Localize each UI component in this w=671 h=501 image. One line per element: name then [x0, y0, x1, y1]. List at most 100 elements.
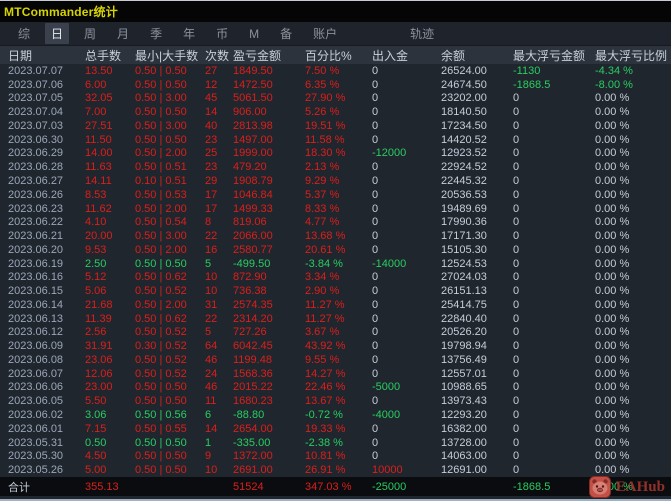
- menu-item-年[interactable]: 年: [183, 27, 196, 41]
- cell-pct: 20.61 %: [305, 243, 346, 256]
- cell-count: 1: [205, 436, 212, 449]
- table-row[interactable]: 2023.07.05 32.05 0.50 | 3.00 45 5061.50 27.90…: [0, 92, 671, 106]
- column-header-dd: 最大浮亏金额: [513, 48, 586, 63]
- cell-pnl: 736.38: [233, 285, 267, 298]
- cell-minmax: 0.50 | 0.55: [135, 422, 187, 435]
- table-row[interactable]: 2023.06.01 7.15 0.50 | 0.55 14 2654.00 19.33 …: [0, 422, 671, 436]
- table-row[interactable]: 2023.06.09 31.91 0.30 | 0.52 64 6042.45 43.92…: [0, 339, 671, 353]
- column-header-pct: 百分比%: [305, 48, 352, 63]
- cell-flow: 0: [372, 106, 379, 119]
- cell-count: 29: [205, 175, 218, 187]
- menu-item-M[interactable]: M: [249, 26, 260, 41]
- cell-pct: 13.68 %: [305, 230, 346, 243]
- table-row[interactable]: 2023.06.30 11.50 0.50 | 0.50 23 1497.00 11.58…: [0, 133, 671, 147]
- cell-lots: 5.06: [85, 285, 107, 298]
- cell-lots: 23.06: [85, 353, 113, 366]
- cell-minmax: 0.10 | 0.51: [135, 175, 187, 187]
- table-row[interactable]: 2023.05.30 4.50 0.50 | 0.50 9 1372.00 10.81 %…: [0, 449, 671, 463]
- cell-dd: 0: [513, 271, 520, 284]
- cell-dd: 0: [513, 230, 520, 243]
- table-row[interactable]: 2023.06.23 11.62 0.50 | 2.00 17 1499.33 8.33 …: [0, 202, 671, 216]
- menu-item-日[interactable]: 日: [45, 23, 70, 44]
- cell-dd_pct: 0.00 %: [595, 92, 630, 105]
- cell-balance: 17990.36: [441, 216, 487, 229]
- table-row[interactable]: 2023.07.07 13.50 0.50 | 0.50 27 1849.50 7.50 …: [0, 64, 671, 78]
- table-row[interactable]: 2023.06.27 14.11 0.10 | 0.51 29 1908.79 9.29 …: [0, 174, 671, 188]
- table-row[interactable]: 2023.06.14 21.68 0.50 | 2.00 31 2574.35 11.27…: [0, 298, 671, 312]
- column-header-pnl: 盈亏金额: [233, 48, 282, 63]
- table-row[interactable]: 2023.06.19 2.50 0.50 | 0.50 5 -499.50 -3.84 %…: [0, 257, 671, 271]
- cell-pnl: 872.90: [233, 271, 267, 284]
- table-row[interactable]: 2023.06.08 23.06 0.50 | 0.52 46 1199.48 9.55 …: [0, 353, 671, 367]
- cell-balance: 16382.00: [441, 422, 487, 435]
- cell-pct: 43.92 %: [305, 340, 346, 353]
- cell-dd: 0: [513, 422, 520, 435]
- table-row[interactable]: 2023.06.15 5.06 0.50 | 0.52 10 736.38 2.90 % 0…: [0, 284, 671, 298]
- cell-balance: 22445.32: [441, 175, 487, 187]
- menu-item-账户[interactable]: 账户: [313, 27, 338, 41]
- table-row[interactable]: 2023.06.07 12.06 0.50 | 0.52 24 1568.36 14.27…: [0, 367, 671, 381]
- total-label: 合计: [8, 481, 30, 494]
- cell-balance: 15105.30: [441, 243, 487, 256]
- menu-item-备[interactable]: 备: [280, 27, 293, 41]
- cell-date: 2023.07.07: [8, 64, 64, 77]
- table-row[interactable]: 2023.05.26 5.00 0.50 | 0.50 10 2691.00 26.91 …: [0, 463, 671, 477]
- table-row[interactable]: 2023.06.06 23.00 0.50 | 0.50 46 2015.22 22.46…: [0, 381, 671, 395]
- cell-lots: 14.11: [85, 175, 112, 187]
- menu-item-币[interactable]: 币: [216, 27, 229, 41]
- table-row[interactable]: 2023.06.05 5.50 0.50 | 0.50 11 1680.23 13.67 …: [0, 394, 671, 408]
- cell-balance: 17171.30: [441, 230, 487, 243]
- cell-minmax: 0.50 | 0.53: [135, 188, 187, 201]
- cell-count: 8: [205, 216, 212, 229]
- table-row[interactable]: 2023.07.04 7.00 0.50 | 0.50 14 906.00 5.26 % 0…: [0, 105, 671, 119]
- title-bar[interactable]: MTCommander统计: [0, 0, 671, 22]
- cell-flow: 0: [372, 450, 379, 463]
- menu-item-季[interactable]: 季: [150, 27, 163, 41]
- cell-lots: 5.12: [85, 271, 107, 284]
- cell-date: 2023.05.30: [8, 450, 64, 463]
- table-row[interactable]: 2023.06.12 2.56 0.50 | 0.52 5 727.26 3.67 % 0 2…: [0, 326, 671, 340]
- table-row[interactable]: 2023.07.03 27.51 0.50 | 3.00 40 2813.98 19.51…: [0, 119, 671, 133]
- cell-date: 2023.06.21: [8, 230, 64, 243]
- table-row[interactable]: 2023.05.31 0.50 0.50 | 0.50 1 -335.00 -2.38 %…: [0, 436, 671, 450]
- table-row[interactable]: 2023.06.13 11.39 0.50 | 0.62 22 2314.20 11.27…: [0, 312, 671, 326]
- cell-date: 2023.07.04: [8, 106, 64, 119]
- cell-balance: 25414.75: [441, 298, 487, 311]
- menu-item-周[interactable]: 周: [84, 27, 97, 41]
- cell-date: 2023.06.13: [8, 312, 64, 325]
- cell-lots: 2.56: [85, 326, 107, 339]
- table-row[interactable]: 2023.06.29 14.00 0.50 | 2.00 25 1999.00 18.30…: [0, 147, 671, 161]
- table-row[interactable]: 2023.07.06 6.00 0.50 | 0.50 12 1472.50 6.35 %…: [0, 78, 671, 92]
- cell-flow: 0: [372, 298, 379, 311]
- cell-pnl: 2574.35: [233, 298, 273, 311]
- cell-minmax: 0.50 | 0.50: [135, 64, 187, 77]
- cell-dd_pct: 0.00 %: [595, 243, 630, 256]
- table-row[interactable]: 2023.06.26 8.53 0.50 | 0.53 17 1046.84 5.37 %…: [0, 188, 671, 202]
- cell-count: 14: [205, 422, 218, 435]
- cell-dd: 0: [513, 436, 520, 449]
- table-row[interactable]: 2023.06.02 3.06 0.50 | 0.56 6 -88.80 -0.72 % -…: [0, 408, 671, 422]
- menu-item-轨迹[interactable]: 轨迹: [410, 27, 435, 41]
- cell-dd_pct: 0.00 %: [595, 381, 630, 394]
- cell-pnl: 1046.84: [233, 188, 273, 201]
- menu-item-综[interactable]: 综: [18, 27, 31, 41]
- cell-flow: 0: [372, 64, 379, 77]
- cell-pct: 19.51 %: [305, 119, 346, 132]
- cell-lots: 9.53: [85, 243, 107, 256]
- table-row[interactable]: 2023.06.28 11.63 0.50 | 0.51 23 479.20 2.13 %…: [0, 160, 671, 174]
- menu-item-月[interactable]: 月: [117, 27, 130, 41]
- cell-flow: 10000: [372, 464, 403, 477]
- cell-minmax: 0.50 | 0.62: [135, 312, 187, 325]
- cell-date: 2023.06.15: [8, 285, 64, 298]
- cell-flow: 0: [372, 78, 379, 91]
- cell-balance: 12691.00: [441, 464, 487, 477]
- table-row[interactable]: 2023.06.20 9.53 0.50 | 2.00 16 2580.77 20.61 …: [0, 243, 671, 257]
- table-row[interactable]: 2023.06.22 4.10 0.50 | 0.54 8 819.06 4.77 % 0 1…: [0, 215, 671, 229]
- table-row[interactable]: 2023.06.16 5.12 0.50 | 0.62 10 872.90 3.34 % 0…: [0, 270, 671, 284]
- total-percent: 347.03 %: [305, 480, 352, 493]
- cell-pct: 8.33 %: [305, 202, 340, 215]
- table-row[interactable]: 2023.06.21 20.00 0.50 | 3.00 22 2066.00 13.68…: [0, 229, 671, 243]
- cell-lots: 4.10: [85, 216, 107, 229]
- cell-minmax: 0.50 | 3.00: [135, 92, 187, 105]
